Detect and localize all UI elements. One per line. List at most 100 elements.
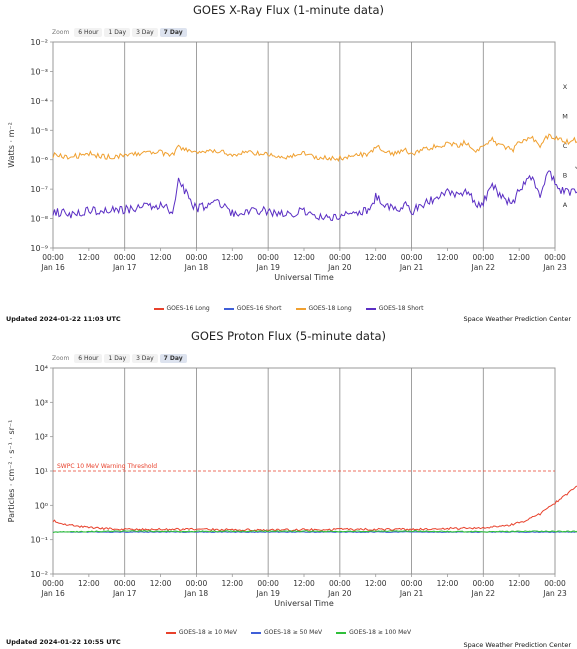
xray-zoom-label: Zoom (52, 29, 70, 36)
xray-legend-label: GOES-16 Short (236, 305, 282, 312)
x-tick-day: Jan 21 (399, 589, 424, 598)
xray-zoom-3-day-button[interactable]: 3 Day (132, 28, 158, 37)
proton-legend-item-10mev[interactable]: GOES-18 ≥ 10 MeV (165, 629, 237, 636)
x-tick-day: Jan 23 (542, 263, 567, 272)
y-tick-label: 10⁻² (30, 38, 48, 47)
x-tick-time: 12:00 (508, 253, 530, 262)
series-line-goes-18-100-mev (52, 529, 577, 534)
series-line-goes-18-10-mev (52, 485, 577, 532)
x-tick-time: 00:00 (401, 579, 423, 588)
y-axis-label: Watts · m⁻² (7, 122, 16, 168)
x-tick-time: 00:00 (257, 579, 279, 588)
x-tick-day: Jan 19 (255, 263, 280, 272)
warning-threshold-label: SWPC 10 MeV Warning Threshold (57, 463, 157, 470)
proton-zoom-7-day-button[interactable]: 7 Day (159, 354, 187, 363)
x-tick-day: Jan 22 (471, 589, 496, 598)
proton-legend-item-50mev[interactable]: GOES-18 ≥ 50 MeV (251, 629, 322, 636)
y-tick-label: 10⁻² (30, 570, 48, 579)
xray-legend-label: GOES-18 Short (378, 305, 424, 312)
x-tick-time: 00:00 (42, 253, 64, 262)
xray-legend-label: GOES-18 Long (308, 305, 352, 312)
x-tick-time: 00:00 (257, 253, 279, 262)
xray-legend-item-goes18-long[interactable]: GOES-18 Long (295, 305, 352, 312)
x-tick-time: 12:00 (437, 253, 459, 262)
y-tick-label: 10⁻⁷ (30, 185, 48, 194)
x-tick-day: Jan 22 (471, 263, 496, 272)
x-tick-time: 00:00 (329, 579, 351, 588)
xray-chart-title: GOES X-Ray Flux (1-minute data) (192, 3, 384, 17)
x-axis-label: Universal Time (274, 273, 334, 282)
x-tick-day: Jan 21 (399, 263, 424, 272)
flare-class-label: M (562, 113, 568, 121)
x-tick-time: 00:00 (472, 253, 494, 262)
x-tick-day: Jan 17 (112, 263, 137, 272)
x-axis-label: Universal Time (274, 599, 334, 608)
y-tick-label: 10⁻⁴ (30, 97, 48, 106)
y-tick-label: 10³ (35, 398, 48, 407)
x-tick-time: 00:00 (544, 579, 566, 588)
x-tick-time: 12:00 (508, 579, 530, 588)
xray-updated-timestamp: Updated 2024-01-22 11:03 UTC (6, 315, 121, 323)
x-tick-time: 12:00 (293, 579, 315, 588)
proton-zoom-3-day-button[interactable]: 3 Day (132, 354, 158, 363)
y-tick-label: 10⁻¹ (30, 536, 48, 545)
x-tick-day: Jan 17 (112, 589, 137, 598)
series-line-goes-18-long (52, 133, 577, 162)
proton-legend-swatch (336, 631, 347, 634)
proton-legend-label: GOES-18 ≥ 50 MeV (264, 629, 323, 636)
x-tick-day: Jan 19 (255, 589, 280, 598)
xray-zoom-7-day-button[interactable]: 7 Day (159, 28, 187, 37)
x-tick-time: 12:00 (293, 253, 315, 262)
x-tick-time: 00:00 (544, 253, 566, 262)
x-tick-time: 00:00 (401, 253, 423, 262)
proton-legend-label: GOES-18 ≥ 100 MeV (349, 629, 412, 636)
x-tick-time: 00:00 (114, 579, 136, 588)
flare-class-label: C (563, 142, 568, 150)
y-tick-label: 10⁻⁹ (30, 244, 48, 253)
y-tick-label: 10⁻⁶ (30, 156, 48, 165)
plot-frame (52, 41, 556, 249)
x-tick-time: 12:00 (78, 579, 100, 588)
xray-legend: GOES-16 Long GOES-16 Short GOES-18 Long … (0, 305, 577, 312)
xray-zoom-6-hour-button[interactable]: 6 Hour (74, 28, 103, 37)
y-tick-label: 10¹ (35, 467, 48, 476)
proton-legend: GOES-18 ≥ 10 MeV GOES-18 ≥ 50 MeV GOES-1… (0, 629, 577, 636)
x-tick-time: 00:00 (42, 579, 64, 588)
x-tick-time: 12:00 (150, 253, 172, 262)
series-line-goes-18-short (52, 170, 577, 222)
y-axis-label: Particles · cm⁻² · s⁻¹ · sr⁻¹ (7, 420, 16, 523)
x-tick-day: Jan 16 (40, 589, 65, 598)
x-tick-day: Jan 20 (327, 263, 352, 272)
x-tick-time: 12:00 (78, 253, 100, 262)
xray-legend-swatch (295, 307, 306, 310)
x-tick-day: Jan 20 (327, 589, 352, 598)
xray-legend-item-goes18-short[interactable]: GOES-18 Short (365, 305, 424, 312)
proton-zoom-1-day-button[interactable]: 1 Day (104, 354, 131, 363)
proton-zoom-6-hour-button[interactable]: 6 Hour (74, 354, 103, 363)
xray-legend-item-goes16-long[interactable]: GOES-16 Long (153, 305, 210, 312)
xray-credit: Space Weather Prediction Center (463, 315, 571, 323)
x-tick-time: 00:00 (186, 253, 208, 262)
y-tick-label: 10⁻⁵ (30, 126, 48, 135)
xray-zoom-1-day-button[interactable]: 1 Day (104, 28, 131, 37)
xray-legend-item-goes16-short[interactable]: GOES-16 Short (223, 305, 282, 312)
x-tick-time: 00:00 (472, 579, 494, 588)
x-tick-time: 12:00 (221, 579, 243, 588)
proton-panel: GOES Proton Flux (5-minute data) Zoom 6 … (0, 326, 577, 649)
x-tick-time: 12:00 (365, 253, 387, 262)
proton-chart-title: GOES Proton Flux (5-minute data) (190, 329, 387, 343)
xray-zoom-bar: Zoom 6 Hour 1 Day 3 Day 7 Day (52, 28, 187, 37)
proton-legend-swatch (251, 631, 262, 634)
x-tick-time: 00:00 (186, 579, 208, 588)
y-tick-label: 10⁰ (35, 501, 48, 510)
proton-legend-item-100mev[interactable]: GOES-18 ≥ 100 MeV (336, 629, 411, 636)
x-tick-day: Jan 18 (184, 589, 209, 598)
xray-plot[interactable]: 10⁻²10⁻³10⁻⁴10⁻⁵10⁻⁶10⁻⁷10⁻⁸10⁻⁹00:00Jan… (0, 0, 577, 300)
proton-zoom-bar: Zoom 6 Hour 1 Day 3 Day 7 Day (52, 354, 187, 363)
flare-class-label: X (563, 83, 568, 91)
x-tick-time: 00:00 (329, 253, 351, 262)
flare-class-label: A (563, 201, 568, 209)
x-tick-time: 00:00 (114, 253, 136, 262)
x-tick-time: 12:00 (437, 579, 459, 588)
